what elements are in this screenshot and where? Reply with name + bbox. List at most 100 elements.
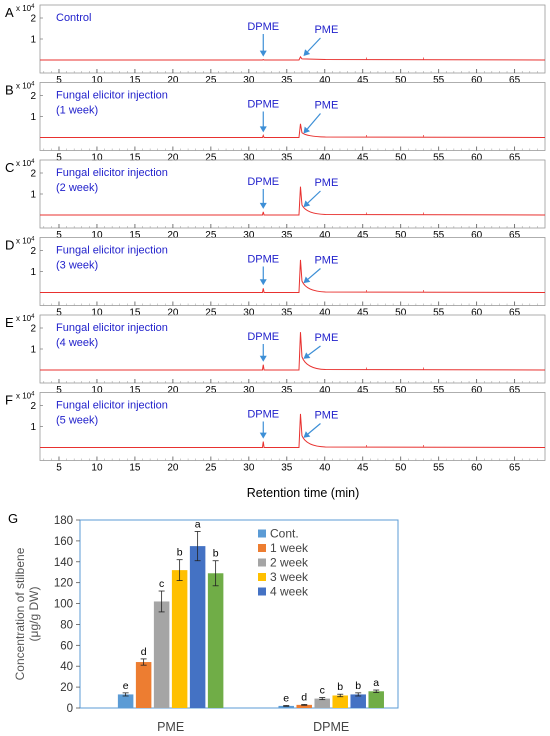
x-tick-label: 30 (243, 153, 255, 164)
x-tick-label: 15 (129, 75, 141, 86)
x-tick-label: 5 (56, 308, 62, 319)
dpme-arrow-head (259, 432, 267, 439)
y-unit-exponent: 4 (31, 159, 35, 165)
y-unit-label: x 104 (16, 314, 35, 323)
y-axis-label-line: Concentration of stilbene (13, 547, 27, 680)
panel-title: Fungal elicitor injection (56, 90, 168, 102)
pme-arrow (306, 113, 321, 130)
y-tick-label: 2 (30, 246, 36, 257)
x-tick-label: 30 (243, 463, 255, 474)
x-tick-label: 20 (167, 153, 179, 164)
chromatogram-trace (40, 413, 546, 448)
y-tick-label: 2 (30, 169, 36, 180)
significance-letter: d (141, 646, 147, 658)
pme-arrow-head (303, 352, 311, 359)
x-tick-label: 50 (395, 153, 407, 164)
panel-title: Control (56, 12, 91, 24)
x-tick-label: 10 (91, 308, 103, 319)
panel-title: (3 week) (56, 260, 98, 272)
x-tick-label: 55 (433, 230, 445, 241)
panel-letter: F (5, 393, 13, 408)
y-tick-label: 160 (54, 536, 73, 548)
x-tick-label: 25 (205, 308, 217, 319)
panel-title: Fungal elicitor injection (56, 400, 168, 412)
x-tick-label: 65 (509, 230, 521, 241)
panel-title: Fungal elicitor injection (56, 322, 168, 334)
x-tick-label: 55 (433, 308, 445, 319)
dpme-arrow-head (259, 126, 267, 133)
pme-label: PME (314, 24, 338, 36)
x-tick-label: 45 (357, 463, 369, 474)
chromatogram-trace (40, 186, 546, 216)
pme-arrow (307, 345, 321, 356)
x-tick-label: 50 (395, 463, 407, 474)
x-tick-label: 60 (471, 153, 483, 164)
x-tick-label: 10 (91, 230, 103, 241)
legend-label: 4 week (270, 585, 309, 599)
pme-arrow-head (303, 200, 311, 208)
panel-letter: D (5, 238, 14, 253)
x-tick-label: 20 (167, 230, 179, 241)
x-tick-label: 10 (91, 153, 103, 164)
x-tick-label: 20 (167, 385, 179, 396)
bar (171, 570, 188, 708)
significance-letter: d (301, 691, 307, 703)
bar (207, 573, 224, 708)
y-tick-label: 20 (60, 682, 73, 694)
x-tick-label: 60 (471, 75, 483, 86)
x-tick-label: 65 (509, 463, 521, 474)
chromatogram-trace (40, 332, 546, 371)
panel-title: (5 week) (56, 415, 98, 427)
legend-swatch (258, 558, 266, 567)
x-tick-label: 65 (509, 75, 521, 86)
legend-swatch (258, 544, 266, 552)
pme-arrow-head (303, 276, 311, 284)
y-tick-label: 2 (30, 401, 36, 412)
pme-arrow (307, 268, 321, 280)
x-tick-label: 60 (471, 385, 483, 396)
significance-letter: b (213, 548, 219, 560)
x-tick-label: 60 (471, 230, 483, 241)
x-tick-label: 35 (281, 385, 293, 396)
pme-arrow-head (303, 49, 311, 56)
significance-letter: a (373, 677, 379, 689)
y-tick-label: 120 (54, 578, 73, 590)
x-tick-label: 15 (129, 153, 141, 164)
panel-letter: G (8, 511, 18, 526)
x-tick-label: 20 (167, 75, 179, 86)
y-tick-label: 1 (30, 345, 36, 356)
dpme-arrow-head (259, 355, 267, 362)
dpme-arrow-head (259, 202, 267, 209)
y-tick-label: 80 (60, 619, 73, 631)
dpme-label: DPME (247, 254, 279, 266)
panel-title: (2 week) (56, 182, 98, 194)
significance-letter: a (195, 518, 201, 530)
x-tick-label: 45 (357, 308, 369, 319)
x-tick-label: 55 (433, 75, 445, 86)
x-tick-label: 5 (56, 463, 62, 474)
y-tick-label: 2 (30, 14, 36, 25)
y-axis-label-line: (μg/g DW) (27, 587, 41, 642)
y-unit-label: x 104 (16, 82, 35, 91)
x-tick-label: 45 (357, 153, 369, 164)
pme-arrow (307, 37, 321, 53)
chromatogram-trace (40, 259, 546, 293)
significance-letter: c (159, 578, 164, 590)
plot-frame (79, 519, 399, 709)
x-tick-label: 60 (471, 308, 483, 319)
significance-letter: b (355, 680, 361, 692)
y-tick-label: 0 (67, 703, 73, 715)
legend-label: 2 week (270, 556, 309, 570)
pme-arrow (307, 423, 321, 435)
significance-letter: e (283, 692, 289, 704)
dpme-label: DPME (247, 409, 279, 421)
category-label: PME (157, 720, 184, 734)
y-unit-label: x 104 (16, 237, 35, 246)
x-tick-label: 10 (91, 385, 103, 396)
pme-label: PME (314, 332, 338, 344)
